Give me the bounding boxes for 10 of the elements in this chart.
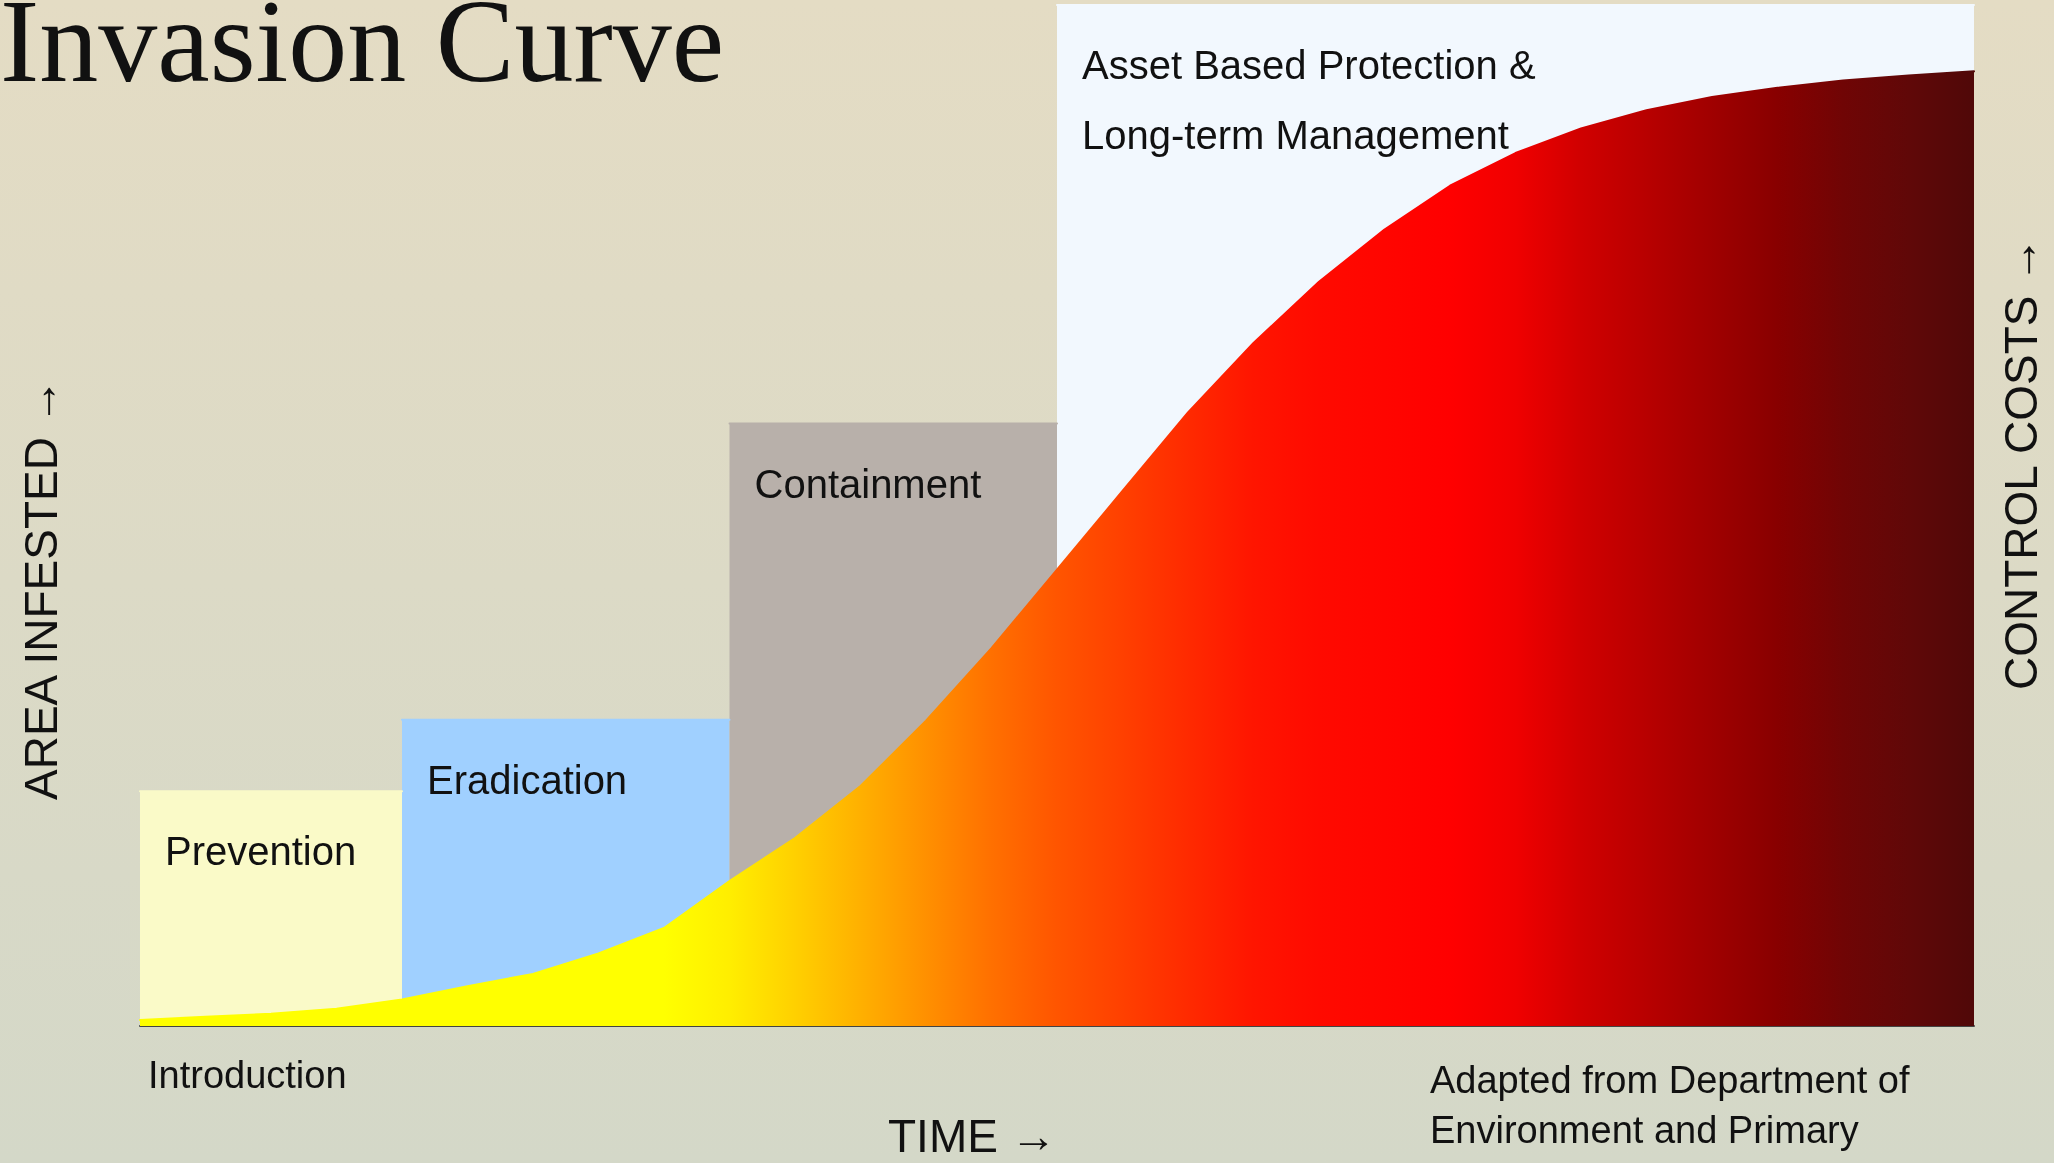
chart-title: Invasion Curve [0, 0, 725, 107]
text: Adapted from Department of Environment and Primary [1430, 1059, 1921, 1151]
series-label: Containment [754, 461, 982, 506]
x-axis-title: TIME → [888, 1110, 1057, 1162]
y-axis-title: AREA INFESTED → [15, 378, 67, 800]
text: Introduction [148, 1054, 347, 1096]
y2-axis-title: CONTROL COSTS → [1995, 236, 2047, 690]
series-label: Asset Based Protection & Long-term Management [1082, 43, 1547, 157]
series-label: Eradication [427, 757, 628, 802]
series-label: Prevention [165, 829, 357, 874]
